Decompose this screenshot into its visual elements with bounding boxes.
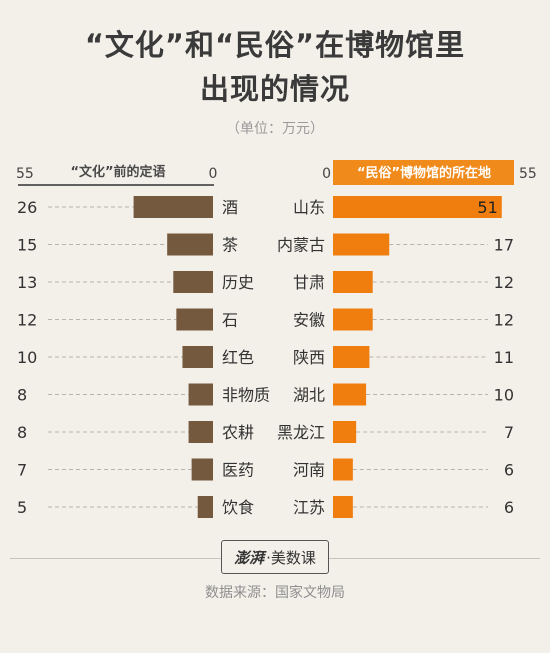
right-category-label: 湖北 xyxy=(293,386,325,405)
left-bar xyxy=(173,271,213,293)
right-bar xyxy=(333,346,370,368)
left-bar xyxy=(188,421,213,443)
left-value-label: 5 xyxy=(17,498,27,517)
left-category-label: 饮食 xyxy=(222,498,254,517)
right-category-label: 山东 xyxy=(293,198,325,217)
right-axis-max-label: 55 xyxy=(519,166,537,182)
right-value-label: 6 xyxy=(504,461,514,480)
right-value-label: 51 xyxy=(477,198,497,217)
right-chart-title: “民俗”博物馆的所在地 xyxy=(357,165,491,181)
left-category-label: 历史 xyxy=(222,273,254,292)
left-bar xyxy=(188,383,213,406)
right-value-label: 6 xyxy=(504,498,514,517)
right-bar xyxy=(333,233,390,256)
right-bar xyxy=(333,496,353,518)
chart-svg: 55 0 “文化”前的定语 0 55 “民俗”博物馆的所在地 26 酒 15 茶 13 历史 12 石 10… xyxy=(16,160,537,518)
left-bar xyxy=(182,346,213,368)
right-bar xyxy=(333,271,373,293)
right-category-label: 黑龙江 xyxy=(277,423,325,442)
left-bar xyxy=(133,196,213,218)
right-value-label: 11 xyxy=(494,348,514,367)
right-value-label: 7 xyxy=(504,423,514,442)
data-source: 数据来源：国家文物局 xyxy=(205,585,345,601)
logo-sub: ·美数课 xyxy=(266,548,316,567)
right-value-label: 17 xyxy=(494,236,514,255)
chart-title-line-2: 出现的情况 xyxy=(199,72,350,106)
right-bar xyxy=(333,383,367,406)
right-category-label: 甘肃 xyxy=(293,273,325,292)
left-value-label: 7 xyxy=(17,461,27,480)
left-bar xyxy=(176,308,213,331)
left-category-label: 酒 xyxy=(222,198,238,217)
right-bar xyxy=(333,308,373,331)
left-category-label: 非物质 xyxy=(222,386,270,405)
left-chart-title: “文化”前的定语 xyxy=(70,164,165,180)
right-category-label: 内蒙古 xyxy=(277,236,325,255)
left-bar xyxy=(197,496,213,518)
right-axis-min-label: 0 xyxy=(322,166,331,182)
right-category-label: 安徽 xyxy=(293,311,325,330)
left-value-label: 10 xyxy=(17,348,37,367)
right-value-label: 10 xyxy=(494,386,514,405)
unit-note: （单位：万元） xyxy=(226,121,324,137)
right-category-label: 陕西 xyxy=(293,348,325,367)
right-category-label: 河南 xyxy=(293,461,325,480)
left-category-label: 石 xyxy=(222,311,238,330)
left-value-label: 15 xyxy=(17,236,37,255)
left-value-label: 8 xyxy=(17,423,27,442)
left-category-label: 茶 xyxy=(222,236,238,255)
left-bar xyxy=(191,458,213,481)
right-value-label: 12 xyxy=(494,311,514,330)
right-bar xyxy=(333,458,353,481)
left-value-label: 13 xyxy=(17,273,37,292)
left-category-label: 红色 xyxy=(222,348,254,367)
left-category-label: 农耕 xyxy=(222,423,254,442)
thepaper-logo: 澎湃 ·美数课 xyxy=(221,540,329,574)
right-bar xyxy=(333,196,502,218)
left-bar xyxy=(167,233,213,256)
left-axis-min-label: 0 xyxy=(209,166,218,182)
left-value-label: 26 xyxy=(17,198,37,217)
left-axis-max-label: 55 xyxy=(16,166,34,182)
left-value-label: 8 xyxy=(17,386,27,405)
logo-brand: 澎湃 xyxy=(234,548,265,567)
right-bar xyxy=(333,421,357,443)
right-value-label: 12 xyxy=(494,273,514,292)
right-category-label: 江苏 xyxy=(293,498,325,517)
left-category-label: 医药 xyxy=(222,461,254,480)
chart-title-line-1: “文化”和“民俗”在博物馆里 xyxy=(84,28,466,62)
right-header-background xyxy=(333,160,514,185)
left-value-label: 12 xyxy=(17,311,37,330)
